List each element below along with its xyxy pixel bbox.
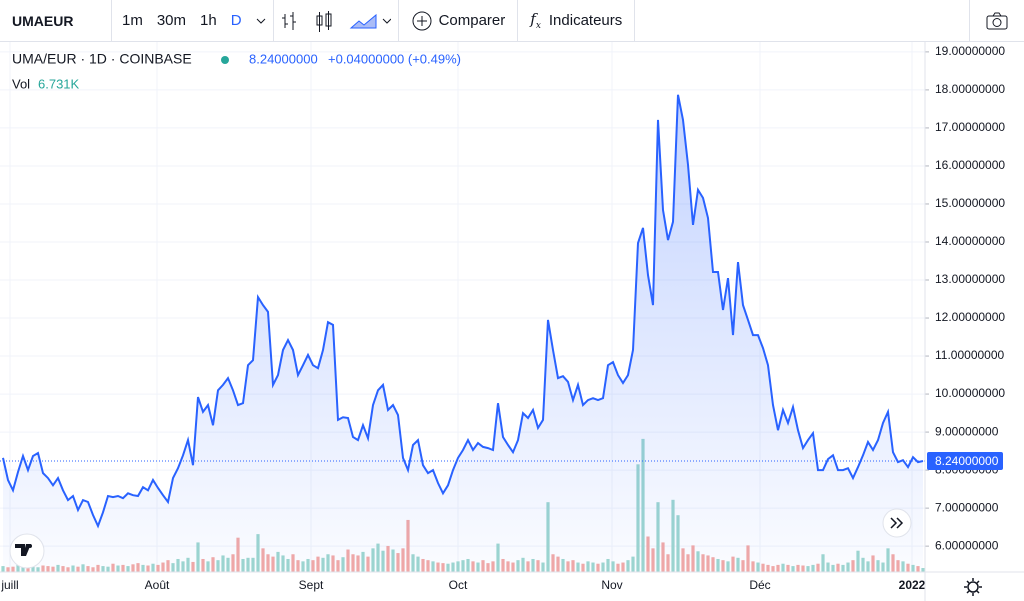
indicators-label: Indicateurs xyxy=(548,12,623,29)
y-tick-label: 15.00000000 xyxy=(935,196,1005,210)
chart-style[interactable] xyxy=(274,0,398,42)
toolbar: UMAEUR 1m 30m 1h D Comparer fx Indicateur… xyxy=(0,0,1024,42)
y-tick-label: 11.00000000 xyxy=(935,348,1005,362)
last-price-label: 8.24000000 xyxy=(935,454,999,468)
compare-label: Comparer xyxy=(438,12,506,29)
y-tick-label: 18.00000000 xyxy=(935,82,1005,96)
legend-price: 8.24000000 xyxy=(249,51,318,66)
y-tick-label: 19.00000000 xyxy=(935,44,1005,58)
chart: 6.000000007.000000008.000000009.00000000… xyxy=(0,42,1024,601)
y-tick-label: 17.00000000 xyxy=(935,120,1005,134)
x-tick-label: 2022 xyxy=(899,578,926,592)
status-dot xyxy=(221,56,229,64)
legend-change: +0.04000000 (+0.49%) xyxy=(328,51,461,66)
separator xyxy=(111,0,112,42)
y-tick-label: 12.00000000 xyxy=(935,310,1005,324)
x-tick-label: Nov xyxy=(601,578,622,592)
interval[interactable]: 1h xyxy=(200,12,217,29)
y-tick-label: 10.00000000 xyxy=(935,386,1005,400)
tradingview-logo[interactable] xyxy=(9,533,45,569)
x-tick-label: Sept xyxy=(299,578,324,592)
indicators-button[interactable]: fx Indicateurs xyxy=(530,10,623,31)
dropdown[interactable] xyxy=(249,0,273,42)
settings-button[interactable] xyxy=(964,578,982,596)
x-tick-label: Déc xyxy=(749,578,770,592)
price-line xyxy=(2,94,924,529)
x-tick-label: juill xyxy=(0,578,18,592)
interval[interactable]: D xyxy=(230,12,242,29)
y-tick-label: 6.00000000 xyxy=(935,538,999,552)
y-tick-label: 13.00000000 xyxy=(935,272,1005,286)
area-fill xyxy=(3,94,923,573)
interval[interactable]: 30m xyxy=(156,12,187,29)
y-tick-label: 7.00000000 xyxy=(935,500,999,514)
separator xyxy=(272,0,274,42)
separator xyxy=(397,0,399,42)
legend-title: UMA/EUR · 1D · COINBASE xyxy=(12,51,192,67)
interval[interactable]: 1m xyxy=(122,12,143,29)
last-price-box xyxy=(927,451,1003,470)
y-tick-label: 9.00000000 xyxy=(935,424,999,438)
separator xyxy=(634,0,636,42)
snapshot-button[interactable] xyxy=(970,0,1024,42)
symbol[interactable]: UMAEUR xyxy=(12,12,74,29)
y-tick-label: 14.00000000 xyxy=(935,234,1005,248)
x-tick-label: Août xyxy=(145,578,170,592)
separator xyxy=(969,0,970,42)
compare-button[interactable]: Comparer xyxy=(399,0,518,42)
x-tick-label: Oct xyxy=(449,578,468,592)
separator xyxy=(517,0,519,42)
scroll-button[interactable] xyxy=(882,508,912,538)
y-tick-label: 16.00000000 xyxy=(935,158,1005,172)
volume-value: 6.731K xyxy=(38,76,80,91)
volume-label: Vol xyxy=(12,76,30,91)
